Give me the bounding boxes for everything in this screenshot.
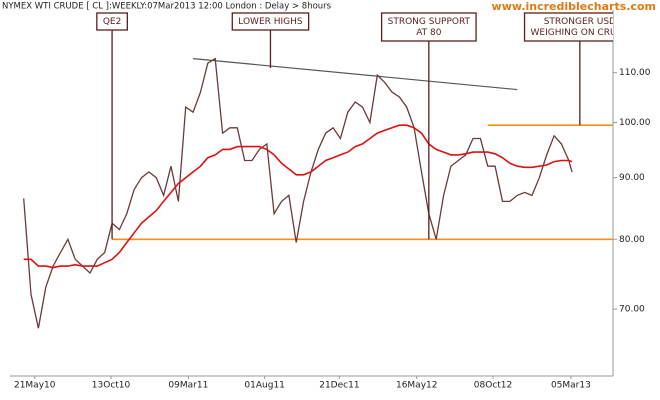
annotation-text: WEIGHING ON CRUDE [531, 28, 630, 38]
x-tick-label: 01Aug11 [244, 381, 284, 391]
annotation-text: QE2 [103, 17, 122, 27]
trendline [193, 57, 518, 91]
annotation-box [523, 12, 613, 42]
chart-title: NYMEX WTI CRUDE [ CL ]:WEEKLY:07Mar2013 … [2, 2, 332, 12]
source: www.incrediblecharts.com [492, 0, 656, 13]
annotation: LOWER HIGHS [231, 12, 310, 68]
series-line [23, 124, 573, 269]
annotation: QE2 [96, 12, 128, 240]
annotation-text: AT 80 [416, 28, 442, 38]
x-tick-label: 05Mar13 [551, 381, 591, 391]
annotation-text: LOWER HIGHS [238, 17, 303, 27]
x-tick-label: 21Dec11 [319, 381, 359, 391]
y-tick-label: 100.00 [619, 118, 651, 128]
x-tick-label: 16May12 [396, 381, 438, 391]
x-tick-label: 13Oct10 [92, 381, 131, 391]
x-tick-label: 09Mar11 [168, 381, 208, 391]
y-tick-label: 90.00 [619, 173, 645, 183]
annotation-text: STRONG SUPPORT [388, 17, 471, 27]
x-tick-label: 08Oct12 [474, 381, 512, 391]
y-tick-label: 80.00 [619, 235, 645, 245]
annotation-box [96, 12, 128, 31]
annotation-text: STRONGER USD [544, 17, 616, 27]
y-tick-label: 110.00 [619, 68, 651, 78]
annotation-box [231, 12, 310, 31]
annotation-box [380, 12, 477, 42]
y-tick-label: 70.00 [619, 305, 645, 315]
x-tick-label: 21May10 [14, 381, 56, 391]
